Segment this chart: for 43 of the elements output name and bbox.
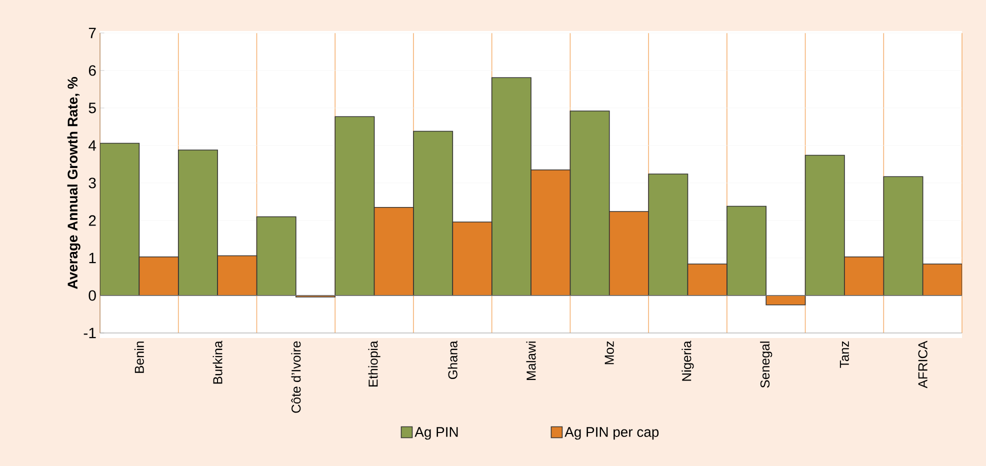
y-tick-label: 7 — [88, 28, 96, 38]
y-tick-label: 0 — [88, 290, 96, 301]
bar — [413, 130, 454, 296]
x-tick-label: Côte d’Ivoire — [291, 341, 301, 413]
bar — [217, 255, 258, 296]
x-tick-label: Nigeria — [682, 340, 694, 381]
y-axis-title: Average Annual Growth Rate, % — [67, 77, 80, 289]
y-tick-label: 2 — [88, 215, 96, 226]
y-tick-label: 3 — [88, 178, 96, 188]
x-tick-label: Ethiopia — [368, 340, 380, 386]
bar — [100, 142, 140, 296]
x-tick-label: Moz — [604, 341, 614, 364]
y-tick-label: 1 — [89, 252, 96, 264]
x-tick-label: Malawi — [526, 342, 536, 380]
x-tick-label: Tanz — [840, 341, 849, 368]
bar — [883, 176, 924, 296]
bar — [726, 206, 766, 296]
x-tick-label: Burkina — [212, 340, 222, 384]
bar — [804, 154, 845, 296]
legend-label: Ag PIN per cap — [564, 427, 659, 440]
x-tick-label: Benin — [134, 342, 144, 373]
bar — [256, 216, 296, 296]
bar — [844, 256, 884, 296]
y-tick-label: 6 — [88, 65, 96, 76]
bar — [491, 77, 532, 296]
x-tick-label: AFRICA — [918, 340, 928, 388]
bar — [530, 169, 571, 296]
legend-label: Ag PIN — [414, 427, 458, 440]
bar — [648, 174, 688, 296]
y-tick-label: 4 — [88, 140, 96, 151]
x-tick-label: Senegal — [760, 342, 772, 388]
bar — [178, 150, 218, 296]
bar — [374, 206, 414, 296]
x-tick-label: Ghana — [448, 340, 458, 379]
bar — [138, 256, 179, 296]
bar — [687, 264, 728, 296]
bar — [922, 264, 962, 296]
y-tick-label: -1 — [84, 328, 96, 338]
bar — [452, 222, 492, 296]
bar — [334, 116, 375, 296]
bar — [570, 110, 610, 296]
y-tick-label: 5 — [88, 102, 96, 114]
bar — [608, 211, 649, 296]
